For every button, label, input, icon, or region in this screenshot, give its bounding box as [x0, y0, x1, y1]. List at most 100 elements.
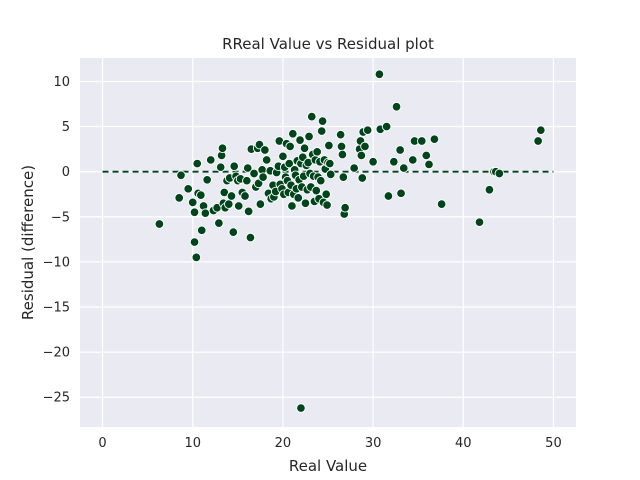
data-point: [381, 121, 392, 132]
data-point: [202, 175, 212, 185]
data-point: [322, 200, 332, 210]
data-point: [421, 150, 432, 161]
data-point: [335, 129, 346, 140]
data-point: [261, 155, 272, 165]
data-point: [226, 191, 237, 201]
y-tick-label: −10: [43, 255, 70, 270]
data-point: [260, 145, 270, 155]
data-point: [245, 232, 256, 243]
data-point: [391, 101, 402, 112]
data-point: [389, 157, 399, 167]
data-point: [395, 145, 405, 155]
data-point: [424, 159, 434, 170]
data-point: [408, 155, 418, 165]
data-point: [191, 252, 202, 263]
data-point: [176, 170, 186, 181]
data-point: [196, 190, 206, 200]
x-tick-labels: 0 10 20 30 40 50: [98, 436, 561, 451]
data-point: [362, 125, 373, 135]
data-point: [338, 172, 349, 182]
data-point: [189, 237, 200, 247]
data-point: [229, 161, 239, 172]
data-point: [200, 208, 211, 218]
data-point: [536, 125, 546, 135]
data-point: [293, 193, 303, 203]
data-point: [288, 129, 298, 139]
data-point: [396, 188, 406, 199]
data-point: [360, 141, 370, 152]
data-point: [383, 191, 394, 201]
data-point: [337, 149, 348, 160]
y-tick-label: 10: [53, 75, 70, 90]
data-point: [242, 163, 253, 173]
data-point: [196, 225, 207, 236]
data-point: [307, 111, 317, 122]
grid-lines: [80, 58, 576, 427]
data-point: [436, 199, 447, 209]
data-point: [324, 140, 334, 151]
data-point: [336, 141, 347, 152]
data-point: [356, 150, 367, 161]
data-point: [533, 136, 543, 146]
y-tick-labels: −25 −20 −15 −10 −5 0 5 10: [43, 75, 70, 406]
data-point: [206, 155, 216, 165]
data-point: [429, 134, 440, 144]
data-point: [189, 207, 200, 218]
data-point: [249, 168, 259, 179]
data-point: [340, 203, 350, 213]
data-point: [243, 206, 254, 217]
data-point: [242, 175, 252, 186]
data-point: [399, 163, 409, 173]
data-point: [325, 158, 335, 169]
data-point: [233, 201, 244, 211]
data-point: [299, 143, 310, 153]
data-point: [258, 172, 268, 182]
chart-title: RReal Value vs Residual plot: [222, 35, 434, 53]
data-point: [300, 198, 311, 209]
y-tick-label: −20: [43, 346, 70, 361]
y-axis-label: Residual (difference): [19, 165, 37, 320]
data-point: [255, 199, 266, 209]
data-point: [312, 147, 322, 157]
data-point: [311, 185, 322, 196]
data-point: [316, 175, 326, 186]
data-point: [285, 141, 295, 152]
y-tick-label: 0: [62, 165, 70, 180]
data-point: [240, 191, 250, 201]
data-point: [183, 184, 193, 194]
data-point: [154, 219, 165, 229]
data-point: [317, 116, 328, 126]
data-point: [374, 69, 385, 79]
data-point: [321, 189, 331, 199]
data-point: [287, 201, 297, 211]
data-point: [224, 199, 234, 209]
data-point: [187, 197, 198, 208]
data-point: [228, 227, 239, 237]
y-tick-label: −25: [43, 391, 70, 406]
x-tick-label: 50: [545, 436, 562, 451]
data-point: [368, 157, 378, 167]
x-tick-label: 10: [184, 436, 201, 451]
data-point: [295, 135, 305, 145]
data-point: [174, 193, 184, 203]
data-point: [474, 217, 485, 227]
y-tick-label: −5: [51, 210, 70, 225]
data-point: [278, 151, 288, 162]
y-tick-label: −15: [43, 301, 70, 316]
x-tick-label: 0: [98, 436, 106, 451]
data-point: [304, 131, 314, 142]
data-point: [253, 178, 264, 189]
data-point: [325, 169, 336, 180]
data-points: [154, 69, 546, 413]
data-point: [192, 158, 202, 169]
data-point: [357, 173, 368, 183]
x-tick-label: 40: [455, 436, 472, 451]
data-point: [316, 126, 327, 136]
data-point: [484, 184, 495, 195]
data-point: [217, 143, 228, 153]
y-tick-label: 5: [62, 120, 70, 135]
data-point: [215, 162, 226, 172]
x-tick-label: 30: [365, 436, 382, 451]
data-point: [214, 218, 224, 228]
